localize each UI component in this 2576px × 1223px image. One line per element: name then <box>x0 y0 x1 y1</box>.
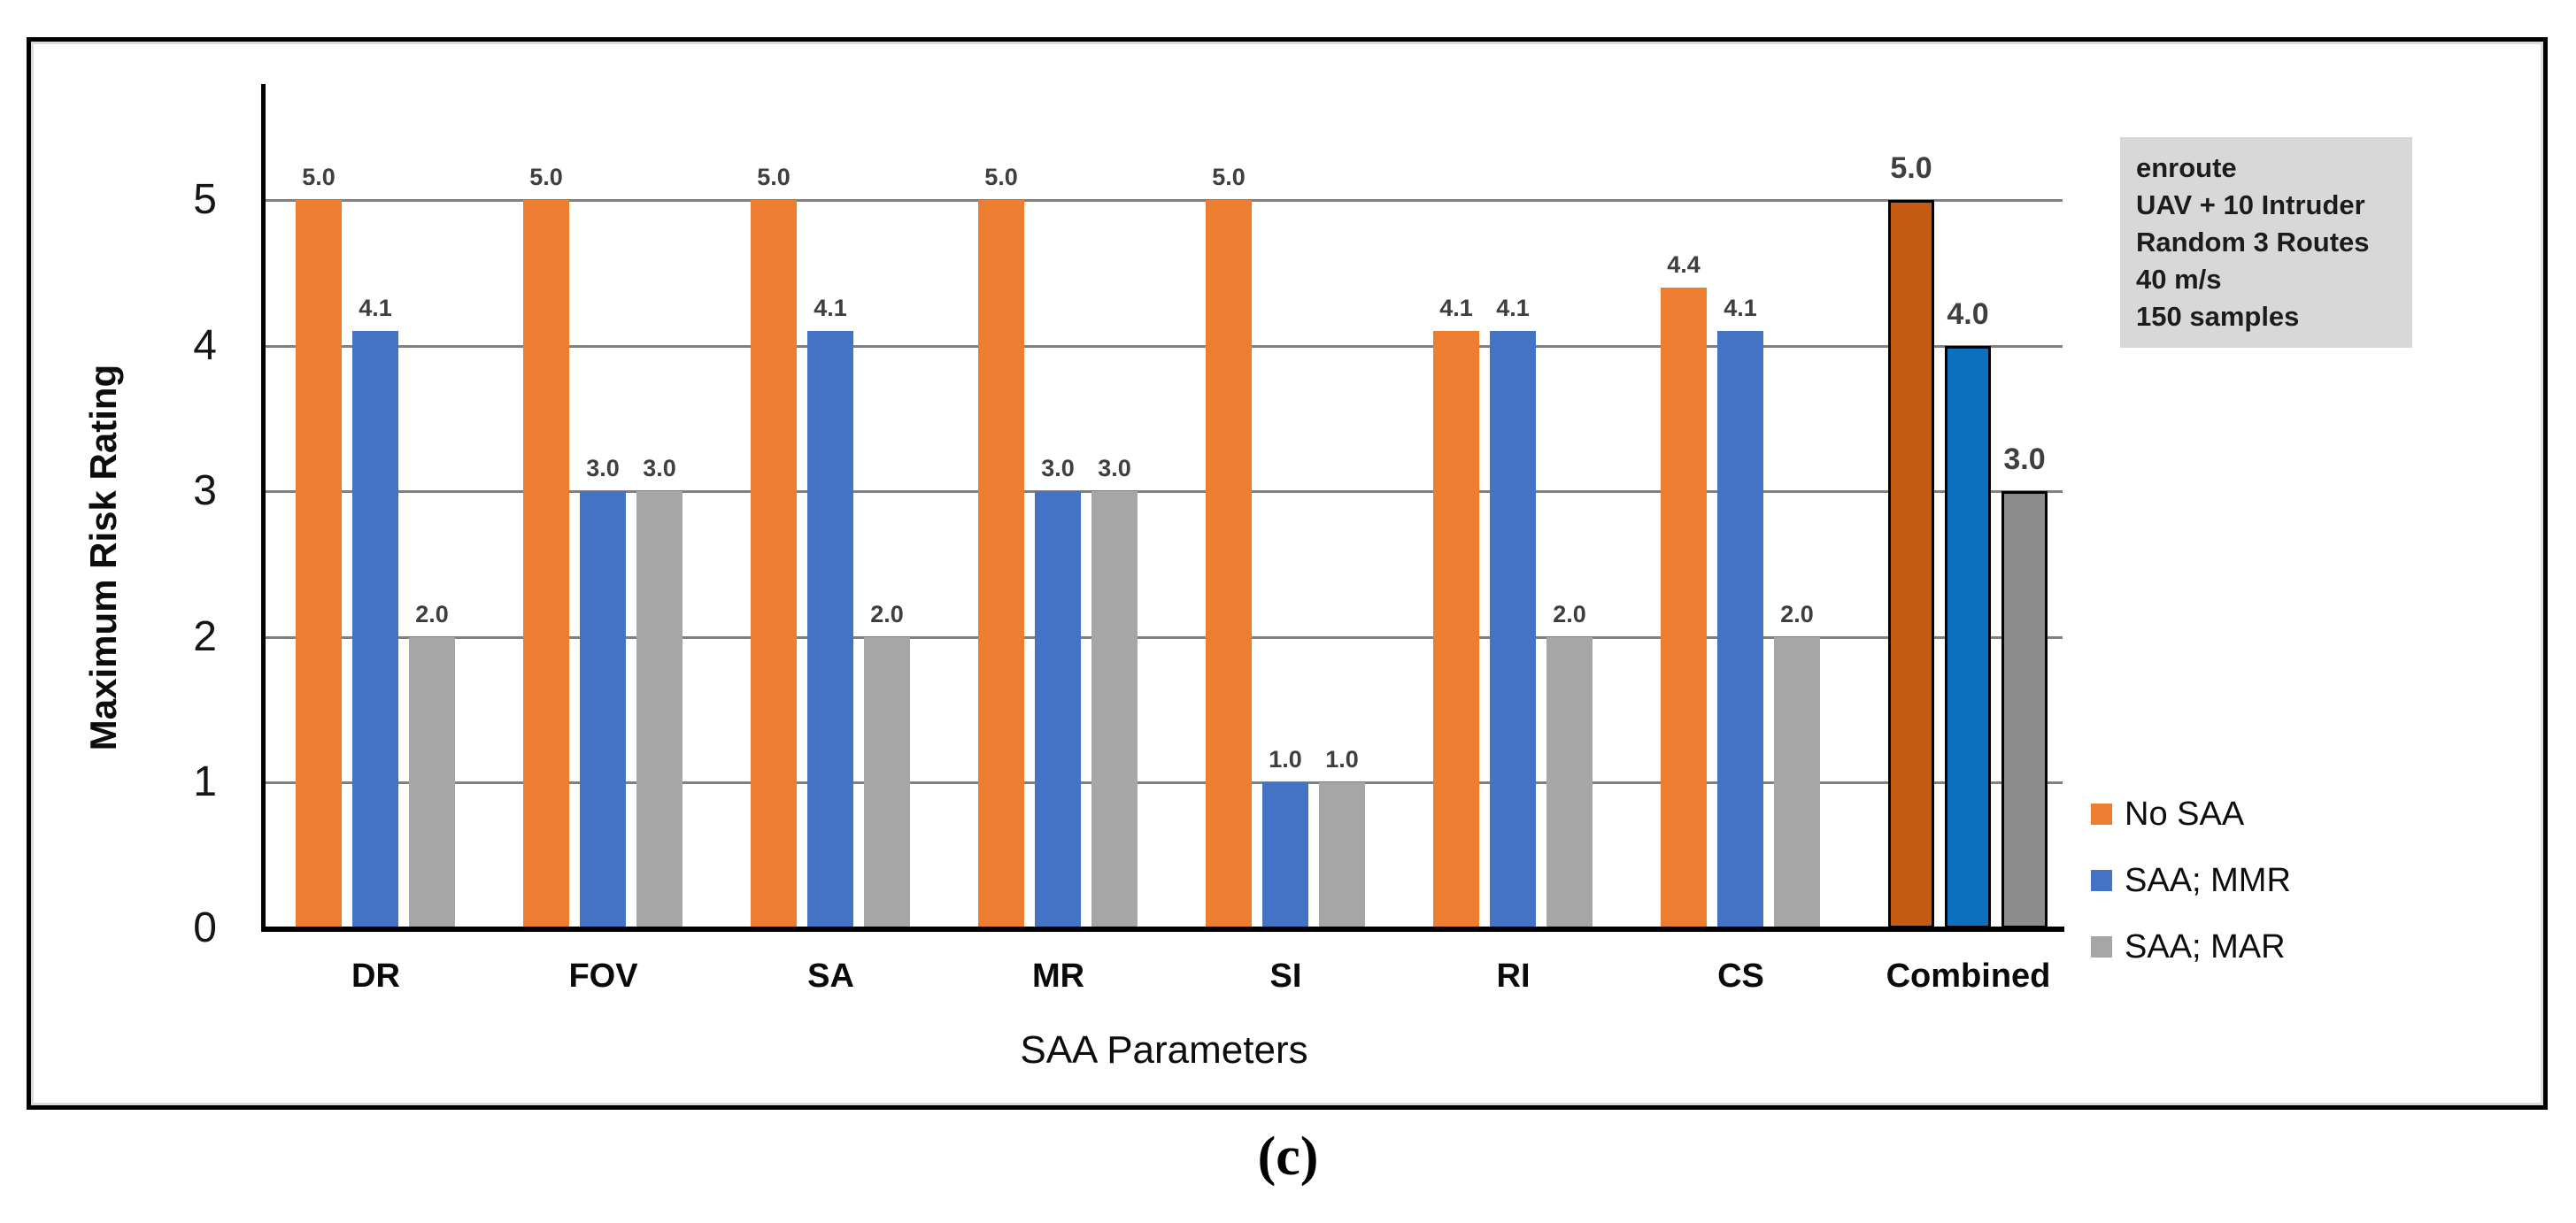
bar <box>636 491 683 928</box>
bar <box>751 200 797 928</box>
bar-value-label: 2.0 <box>1553 601 1586 627</box>
bar-value-label: 4.4 <box>1667 251 1701 278</box>
bar-value-label: 2.0 <box>1780 601 1814 627</box>
category-label: DR <box>351 958 400 995</box>
bar-value-label: 4.1 <box>814 295 847 321</box>
gridline <box>266 781 2063 784</box>
bar-value-label: 5.0 <box>984 164 1018 190</box>
bar-value-label: 5.0 <box>757 164 791 190</box>
bar-value-label: 5.0 <box>529 164 563 190</box>
bar <box>296 200 342 928</box>
y-tick-label: 0 <box>193 904 217 951</box>
gridline <box>266 345 2063 348</box>
annotation-line: Random 3 Routes <box>2136 227 2370 258</box>
category-label: Combined <box>1886 958 2051 995</box>
bar-value-label: 3.0 <box>643 455 676 481</box>
legend-label: SAA; MAR <box>2125 928 2286 965</box>
annotation-line: 150 samples <box>2136 301 2300 332</box>
legend-swatch-icon <box>2091 870 2112 891</box>
bar <box>1091 491 1138 928</box>
x-axis-line <box>261 927 2064 932</box>
bar <box>1490 331 1536 928</box>
y-tick-label: 2 <box>193 613 217 660</box>
category-label: RI <box>1496 958 1531 995</box>
bar <box>864 637 910 928</box>
category-label: SA <box>807 958 854 995</box>
legend-item: SAA; MAR <box>2091 926 2286 968</box>
bar <box>807 331 853 928</box>
category-label: FOV <box>568 958 638 995</box>
gridline <box>266 636 2063 639</box>
bar-value-label: 5.0 <box>302 164 335 190</box>
bar <box>1433 331 1479 928</box>
legend-item: No SAA <box>2091 793 2244 835</box>
bar-value-label: 4.1 <box>359 295 392 321</box>
legend-item: SAA; MMR <box>2091 859 2291 902</box>
bar <box>580 491 626 928</box>
bar-value-label: 3.0 <box>1098 455 1131 481</box>
bar <box>1717 331 1763 928</box>
bar <box>1774 637 1820 928</box>
bar <box>978 200 1024 928</box>
bar-value-label: 4.1 <box>1496 295 1530 321</box>
legend-label: No SAA <box>2125 796 2245 833</box>
bar-value-label: 3.0 <box>586 455 620 481</box>
gridline <box>266 199 2063 202</box>
gridline <box>266 490 2063 493</box>
x-axis-title: SAA Parameters <box>1020 1028 1308 1072</box>
category-label: CS <box>1717 958 1764 995</box>
y-tick-label: 4 <box>193 322 217 369</box>
legend-swatch-icon <box>2091 804 2112 825</box>
bar-value-label: 4.1 <box>1724 295 1757 321</box>
bar <box>1888 200 1934 928</box>
bar-value-label: 3.0 <box>1041 455 1075 481</box>
legend-label: SAA; MMR <box>2125 862 2291 899</box>
bar-value-label: 1.0 <box>1269 746 1302 773</box>
annotation-line: UAV + 10 Intruder <box>2136 189 2365 220</box>
y-tick-label: 3 <box>193 467 217 514</box>
figure-caption: (c) <box>1257 1127 1319 1187</box>
legend-swatch-icon <box>2091 936 2112 958</box>
bar <box>352 331 398 928</box>
bar <box>1945 346 1991 928</box>
bar-value-label: 5.0 <box>1212 164 1246 190</box>
bar-value-label: 1.0 <box>1325 746 1359 773</box>
bar-value-label: 3.0 <box>2003 442 2046 476</box>
annotation-box: enroute UAV + 10 Intruder Random 3 Routes 4… <box>2120 137 2412 348</box>
bar-value-label: 2.0 <box>415 601 449 627</box>
bar <box>1035 491 1081 928</box>
bar <box>1661 288 1707 928</box>
bar <box>1319 782 1365 928</box>
y-axis-line <box>261 84 266 931</box>
category-label: SI <box>1269 958 1302 995</box>
bar <box>1546 637 1593 928</box>
annotation-line: enroute <box>2136 152 2237 183</box>
y-tick-label: 5 <box>193 176 217 223</box>
y-axis-title: Maximum Risk Rating <box>82 364 124 751</box>
bar-value-label: 4.0 <box>1947 297 1989 331</box>
category-label: MR <box>1031 958 1085 995</box>
bar-value-label: 2.0 <box>870 601 904 627</box>
bar-value-label: 4.1 <box>1439 295 1473 321</box>
bar <box>2001 491 2048 928</box>
bar <box>409 637 455 928</box>
y-tick-label: 1 <box>193 758 217 805</box>
bar-value-label: 5.0 <box>1890 151 1932 185</box>
bar <box>523 200 569 928</box>
bar <box>1262 782 1308 928</box>
bar <box>1206 200 1252 928</box>
annotation-line: 40 m/s <box>2136 264 2222 295</box>
